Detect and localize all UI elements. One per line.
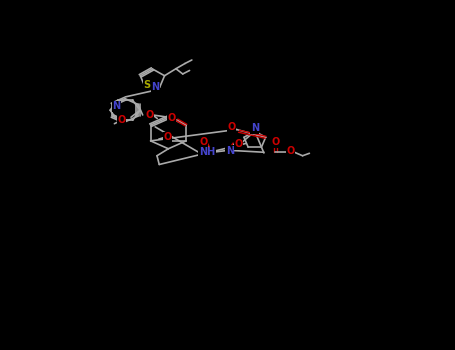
Text: O: O: [199, 137, 207, 147]
Text: O: O: [164, 132, 172, 142]
Text: S: S: [144, 80, 151, 90]
Text: O: O: [227, 122, 235, 132]
Text: N: N: [152, 82, 159, 92]
Text: O: O: [117, 115, 126, 125]
Text: O: O: [271, 138, 279, 147]
Text: N: N: [226, 146, 234, 155]
Text: O: O: [167, 113, 176, 123]
Text: O: O: [286, 146, 294, 156]
Text: O: O: [235, 139, 243, 149]
Text: N: N: [112, 101, 121, 111]
Text: NH: NH: [199, 147, 215, 157]
Text: O: O: [146, 110, 154, 120]
Text: N: N: [251, 124, 259, 133]
